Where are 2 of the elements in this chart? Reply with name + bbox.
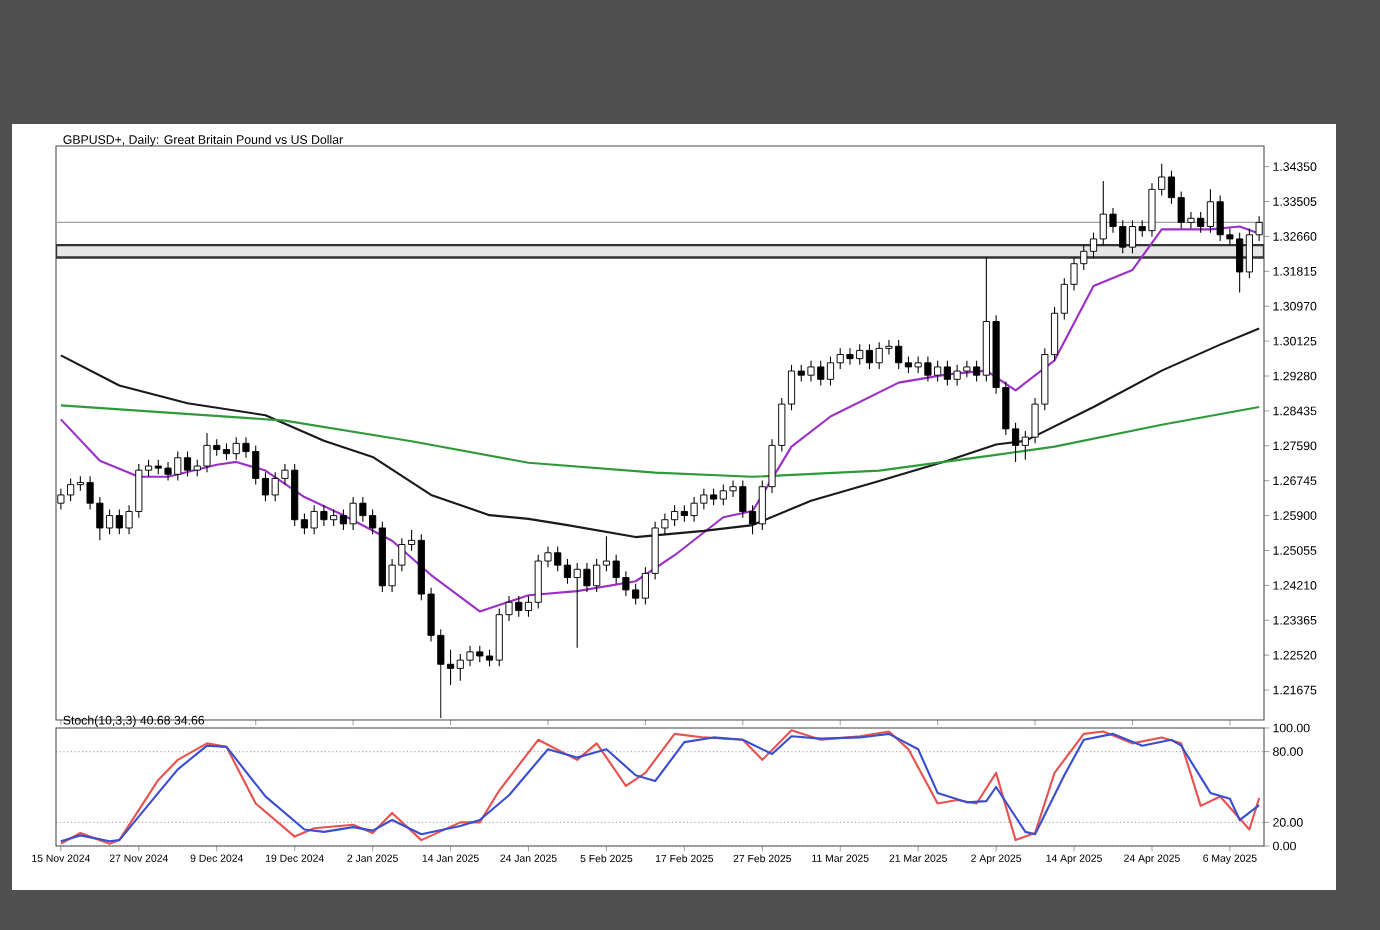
line-series [59,404,1261,478]
line-series [59,327,1261,539]
